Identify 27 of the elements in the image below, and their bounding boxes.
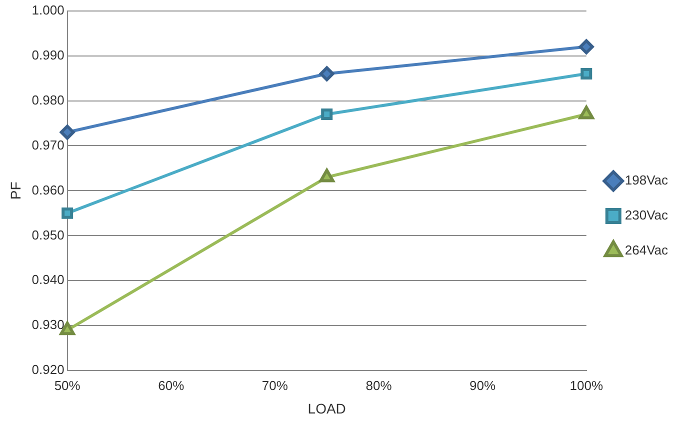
x-tick-label: 50%	[54, 378, 81, 393]
x-axis-title: LOAD	[308, 400, 346, 416]
point	[60, 124, 75, 140]
y-tick-label: 0.920	[32, 362, 64, 378]
legend-label: 264Vac	[624, 242, 668, 258]
y-tick-label: 1.000	[32, 2, 64, 18]
point	[319, 168, 334, 182]
x-tick-label: 90%	[470, 378, 496, 393]
point	[62, 207, 74, 219]
x-tick-label: 60%	[158, 378, 185, 393]
y-tick-label: 0.950	[32, 227, 64, 242]
y-tick-label: 0.990	[32, 47, 64, 62]
point	[319, 66, 334, 82]
y-axis-title: PF	[7, 182, 24, 200]
y-tick-label: 0.930	[32, 317, 64, 332]
x-tick-label: 100%	[570, 378, 604, 393]
point	[578, 39, 594, 54]
x-tick-label: 70%	[262, 378, 288, 393]
y-tick-label: 0.960	[32, 182, 64, 198]
point	[580, 68, 592, 80]
y-tick-label: 0.970	[32, 137, 64, 152]
legend-label: 230Vac	[624, 208, 668, 223]
legend-label: 198Vac	[624, 172, 668, 188]
x-tick-label: 80%	[366, 378, 392, 393]
y-tick-label: 0.940	[32, 272, 64, 288]
point	[321, 108, 333, 120]
y-tick-label: 0.980	[32, 92, 64, 108]
